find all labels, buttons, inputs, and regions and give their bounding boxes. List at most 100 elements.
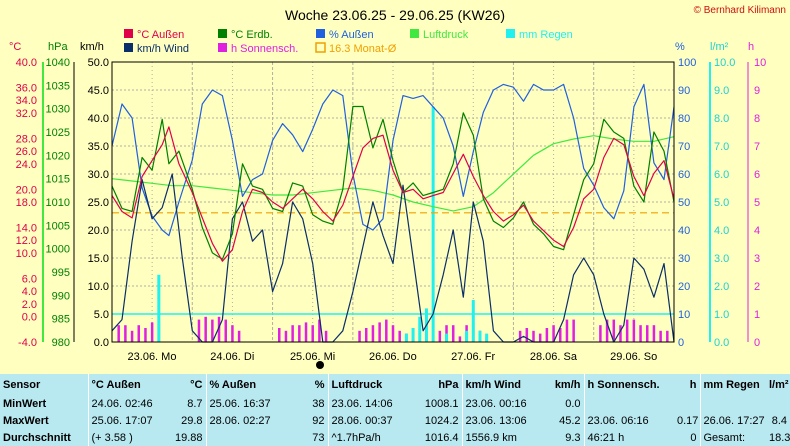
hours-tick-label: 2 [754,281,760,293]
hours-tick-label: 5 [754,197,760,209]
rain-bar [431,106,435,342]
stats-cell [699,395,766,412]
copyright-text: © Bernhard Kilimann [694,5,786,16]
percent-tick-label: 80 [678,113,690,125]
stats-cell: 25.06. 17:07 [87,412,160,429]
legend-label: mm Regen [519,29,573,41]
sunshine-bar [217,316,221,342]
percent-tick-label: 70 [678,141,690,153]
kmh-tick-label: 45.0 [88,85,109,97]
day-label: 26.06. Do [369,351,417,363]
legend-swatch [124,29,133,38]
rain-bar [157,274,161,342]
stats-row-label: MaxWert [3,414,49,427]
sunshine-bar [545,328,549,342]
sunshine-bar [130,330,134,342]
celsius-tick-label: 28.0 [16,133,37,145]
kmh-tick-label: 40.0 [88,113,109,125]
mm-tick-label: 9.0 [714,85,729,97]
day-label: 23.06. Mo [128,351,177,363]
stats-header: mm Regen [699,374,766,395]
sunshine-bar [150,322,154,342]
sunshine-bar [318,319,321,342]
stats-cell: 19.88 [174,431,203,444]
stats-header: °C Außen [87,374,160,395]
sunshine-bar [378,322,381,342]
hours-tick-label: 7 [754,141,760,153]
stats-cell [766,395,790,412]
sunshine-bar [311,325,314,342]
celsius-axis-header: °C [9,41,21,53]
kmh-tick-label: 10.0 [88,281,109,293]
percent-tick-label: 20 [678,281,690,293]
stats-row-average: Durchschnitt (+ 3.58 ) 19.88 73 ^1.7hPa/… [0,429,790,446]
sunshine-bar [565,319,569,342]
hpa-tick-label: 1020 [46,150,70,162]
sunshine-bar [224,319,227,342]
stats-cell: 73 [312,431,325,444]
celsius-tick-label: 12.0 [16,235,37,247]
stats-cell: 8.4 [771,414,787,427]
axis-ticks: 40.036.034.032.028.026.024.020.018.014.0… [16,57,767,363]
celsius-tick-label: 10.0 [16,248,37,260]
sunshine-bar [364,328,368,342]
kmh-axis-header: km/h [80,41,104,53]
sunshine-bar [291,325,294,342]
stats-cell: 38 [312,397,325,410]
kmh-tick-label: 50.0 [88,57,109,69]
sunshine-bar [532,330,535,342]
legend-swatch [124,43,133,52]
stats-cell: 23.06. 13:06 [461,412,544,429]
celsius-tick-label: 34.0 [16,95,37,107]
stats-cell [583,395,674,412]
sunshine-bar [538,333,542,342]
sunshine-bar [645,325,649,342]
hours-tick-label: 8 [754,113,760,125]
stats-cell: 45.2 [559,414,581,427]
series-line [111,83,675,237]
mm-tick-label: 7.0 [714,141,729,153]
legend-label: Luftdruck [423,29,469,41]
hpa-tick-label: 1025 [46,127,70,139]
stats-cell: 18.3 [769,431,790,444]
celsius-tick-label: 6.0 [22,273,37,285]
mm-tick-label: 8.0 [714,113,729,125]
stats-cell: 28.06. 02:27 [205,412,302,429]
line-series [111,83,675,343]
mm-tick-label: 10.0 [714,57,735,69]
statistics-table: Sensor °C Außen °C % Außen % Luftdruck h… [0,374,790,446]
stats-cell: 0 [690,431,697,444]
celsius-tick-label: 0.0 [22,312,37,324]
hours-tick-label: 0 [754,337,760,349]
sunshine-bar [398,330,401,342]
stats-row-label: MinWert [3,397,47,410]
stats-cell: 0.0 [565,397,581,410]
stats-cell: 23.06. 14:06 [327,395,412,412]
series-line [111,105,675,260]
mm-tick-label: 4.0 [714,225,729,237]
hpa-tick-label: 995 [52,267,70,279]
mm-tick-label: 6.0 [714,169,729,181]
sunshine-bar [324,330,328,342]
sunshine-bar [358,330,361,342]
mm-axis-header: l/m² [710,41,729,53]
sunshine-bar [438,330,442,342]
stats-cell: 1016.4 [424,431,459,444]
stats-cell: 23.06. 00:16 [461,395,544,412]
stats-cell: Gesamt: [699,429,766,446]
stats-header: Luftdruck [327,374,412,395]
rain-bar [471,300,475,342]
hpa-axis-header: hPa [48,41,68,53]
hpa-tick-label: 1010 [46,197,70,209]
day-label: 25.06. Mi [290,351,335,363]
hpa-tick-label: 985 [52,314,70,326]
stats-cell: ^1.7hPa/h [327,429,412,446]
stats-header-row: Sensor °C Außen °C % Außen % Luftdruck h… [0,374,790,395]
rain-bar [465,330,469,342]
stats-header: h [689,378,697,391]
stats-cell: 8.7 [187,397,203,410]
hours-tick-label: 6 [754,169,760,181]
day-label: 24.06. Di [210,351,254,363]
rain-bar [411,328,415,342]
hours-tick-label: 9 [754,85,760,97]
